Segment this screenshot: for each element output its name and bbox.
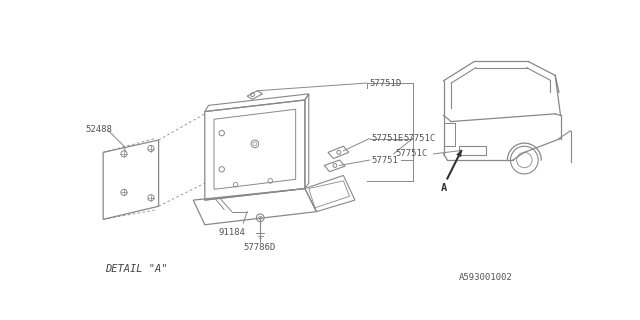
Text: A: A xyxy=(441,183,447,193)
Text: 57751: 57751 xyxy=(371,156,398,164)
Text: 57751C: 57751C xyxy=(403,134,436,143)
Text: A593001002: A593001002 xyxy=(459,273,513,282)
Text: 57751C: 57751C xyxy=(396,149,428,158)
Text: 91184: 91184 xyxy=(219,228,246,237)
Text: 57751D: 57751D xyxy=(369,78,402,88)
Text: 57751E: 57751E xyxy=(371,134,403,143)
Text: 52488: 52488 xyxy=(86,125,113,134)
Polygon shape xyxy=(457,151,461,157)
Text: 57786D: 57786D xyxy=(243,243,276,252)
Text: DETAIL "A": DETAIL "A" xyxy=(105,264,167,275)
